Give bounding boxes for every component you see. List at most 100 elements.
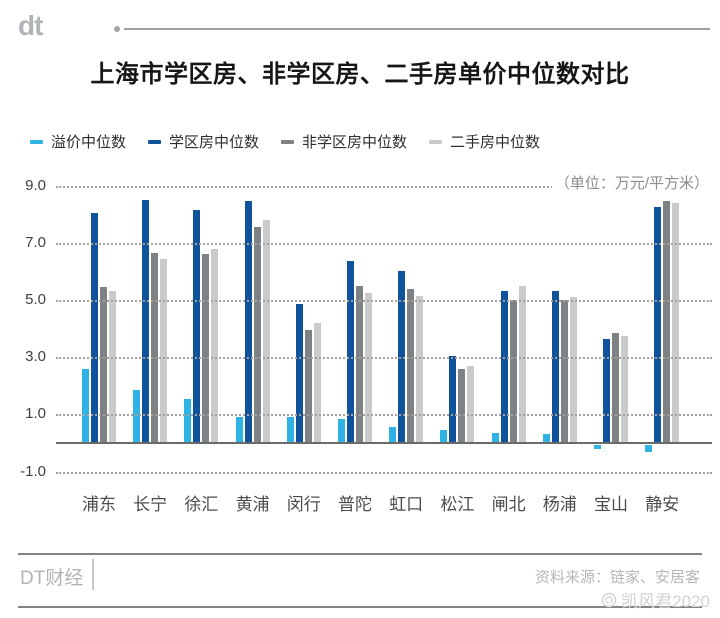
legend-marker-secondhand-icon [429, 139, 443, 144]
header-rule [124, 28, 710, 30]
bar-non_school-3 [253, 227, 261, 443]
bar-secondhand-2 [211, 248, 219, 443]
watermark: 凯风君2020 [601, 587, 710, 612]
bar-non_school-5 [356, 285, 363, 443]
watermark-text: 凯风君2020 [621, 592, 710, 611]
legend-item-premium: 溢价中位数 [30, 131, 126, 152]
bar-secondhand-8 [518, 285, 526, 443]
bar-non_school-11 [663, 201, 671, 443]
y-axis-tick-label: 7.0 [25, 233, 46, 251]
bar-school-9 [551, 291, 559, 443]
x-axis-category-label: 虹口 [389, 495, 424, 514]
x-axis-category-label: 静安 [645, 495, 680, 514]
gridline [56, 300, 712, 302]
bar-school-0 [91, 212, 98, 443]
bar-premium-0 [82, 368, 89, 443]
gridline [56, 242, 712, 245]
bar-non_school-0 [100, 287, 107, 443]
x-axis-baseline [56, 442, 712, 444]
bar-non_school-4 [304, 330, 312, 443]
footer-rule-top [18, 553, 702, 555]
x-axis-category-label: 徐汇 [184, 495, 219, 514]
bar-non_school-1 [151, 252, 159, 443]
bar-school-5 [347, 261, 354, 443]
legend-label: 学区房中位数 [169, 134, 260, 151]
legend-item-non_school: 非学区房中位数 [281, 131, 407, 152]
logo-dot-icon [114, 26, 120, 32]
bar-premium-2 [184, 398, 192, 443]
x-axis-category-label: 闸北 [491, 495, 526, 514]
y-axis-tick-label: 1.0 [25, 405, 46, 423]
bar-secondhand-7 [467, 365, 475, 443]
legend-item-school: 学区房中位数 [148, 131, 259, 152]
bar-chart: （单位：万元/平方米） 9.0 7.0 5.0 3.0 1.0 -1.0 浦东 长宁 徐汇 黄浦闵… [0, 170, 720, 530]
bar-premium-4 [286, 417, 294, 443]
legend-label: 非学区房中位数 [302, 134, 408, 151]
bar-premium-1 [133, 390, 141, 443]
bar-secondhand-6 [416, 295, 424, 443]
y-axis-tick-label: 3.0 [25, 348, 46, 366]
bar-premium-9 [542, 434, 550, 443]
bar-non_school-10 [612, 332, 619, 443]
x-axis-category-label: 普陀 [338, 495, 372, 514]
bar-school-1 [142, 199, 150, 443]
x-axis-category-label: 宝山 [594, 495, 628, 514]
bar-non_school-7 [458, 368, 466, 443]
bar-non_school-6 [407, 288, 415, 443]
brand-bar: dt [18, 10, 710, 46]
bar-premium-10 [594, 445, 601, 450]
bar-school-10 [603, 338, 610, 443]
dt-logo: dt [18, 10, 43, 41]
y-axis-tick-label: 5.0 [25, 291, 46, 308]
bar-school-11 [654, 207, 662, 443]
y-axis-tick-label: -1.0 [20, 462, 46, 480]
legend-marker-premium-icon [30, 139, 43, 144]
bar-premium-3 [235, 417, 243, 443]
bar-secondhand-1 [160, 258, 168, 443]
bar-school-3 [244, 201, 252, 443]
footer-divider [92, 559, 94, 590]
chart-legend: 溢价中位数 学区房中位数 非学区房中位数 二手房中位数 [30, 131, 540, 152]
gridline [56, 471, 712, 474]
footer-brand: DT财经 [20, 568, 84, 589]
x-axis-category-label: 长宁 [133, 495, 168, 514]
legend-marker-school-icon [148, 139, 162, 144]
legend-label: 二手房中位数 [450, 134, 541, 151]
bar-school-4 [295, 304, 303, 443]
bar-non_school-8 [509, 300, 517, 443]
bar-school-7 [449, 355, 457, 443]
bar-premium-8 [491, 432, 499, 443]
x-axis-category-label: 浦东 [82, 495, 116, 514]
page-title: 上海市学区房、非学区房、二手房单价中位数对比 [90, 61, 630, 88]
bar-secondhand-4 [313, 322, 321, 443]
unit-note: （单位：万元/平方米） [551, 172, 712, 193]
footer-rule-bottom [18, 606, 702, 608]
gridline [56, 414, 712, 417]
legend-item-secondhand: 二手房中位数 [429, 131, 540, 152]
bar-school-8 [500, 291, 508, 443]
bar-premium-5 [338, 418, 345, 443]
bar-premium-11 [645, 445, 653, 453]
bar-premium-7 [440, 430, 448, 443]
bar-non_school-2 [202, 254, 210, 443]
data-source: 资料来源：链家、安居客 [534, 569, 700, 586]
bar-premium-6 [389, 427, 397, 443]
x-axis-category-label: 杨浦 [542, 495, 577, 514]
bar-non_school-9 [560, 300, 568, 443]
x-axis-category-label: 黄浦 [235, 495, 270, 514]
gridline [56, 185, 712, 188]
bar-secondhand-3 [262, 219, 270, 443]
gridline [56, 357, 712, 360]
swirl-icon [601, 592, 617, 607]
legend-marker-non_school-icon [281, 139, 295, 144]
legend-label: 溢价中位数 [51, 134, 127, 151]
bar-secondhand-10 [621, 335, 628, 443]
x-axis-category-label: 闵行 [286, 495, 321, 514]
bar-secondhand-9 [569, 297, 577, 443]
bar-secondhand-11 [672, 202, 680, 443]
bar-secondhand-0 [109, 291, 116, 443]
bar-school-2 [193, 209, 201, 443]
bar-secondhand-5 [365, 292, 372, 443]
x-axis-category-label: 松江 [440, 495, 475, 514]
y-axis-tick-label: 9.0 [25, 176, 46, 194]
